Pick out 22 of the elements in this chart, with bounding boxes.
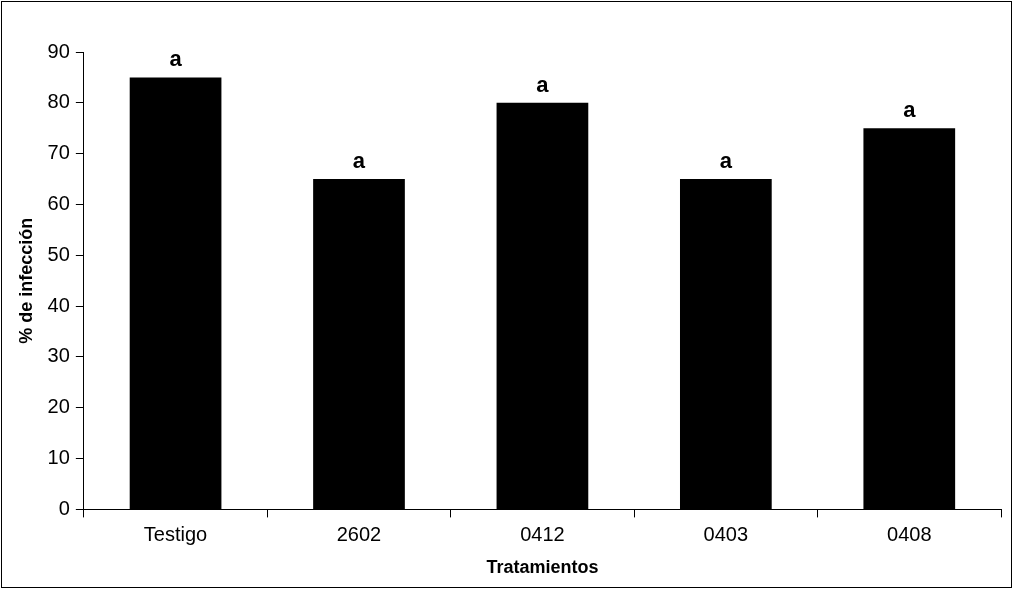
y-tick-label: 20 [47, 395, 70, 418]
y-tick-label: 90 [47, 39, 70, 62]
y-tick-label: 0 [58, 496, 70, 519]
y-tick-label: 70 [47, 141, 70, 164]
x-tick-label: 2602 [336, 522, 382, 545]
x-tick-label: 0412 [520, 522, 565, 545]
annotation: a [903, 97, 917, 123]
x-tick-label: 0408 [887, 522, 932, 545]
x-tick-label: 0403 [703, 522, 749, 545]
annotation: a [719, 148, 733, 174]
x-axis-title: Tratamientos [486, 557, 599, 578]
y-axis-title: % de infección [15, 217, 36, 344]
y-tick-label: 40 [47, 293, 70, 316]
x-tick-label: Testigo [143, 522, 208, 545]
y-tick-label: 60 [47, 191, 70, 214]
y-tick-label: 50 [47, 242, 70, 265]
y-tick-label: 10 [47, 446, 70, 469]
annotation: a [169, 46, 183, 72]
annotation: a [536, 71, 550, 97]
y-tick-label: 30 [47, 344, 70, 367]
annotation: a [352, 148, 366, 174]
y-tick-label: 80 [47, 90, 70, 113]
